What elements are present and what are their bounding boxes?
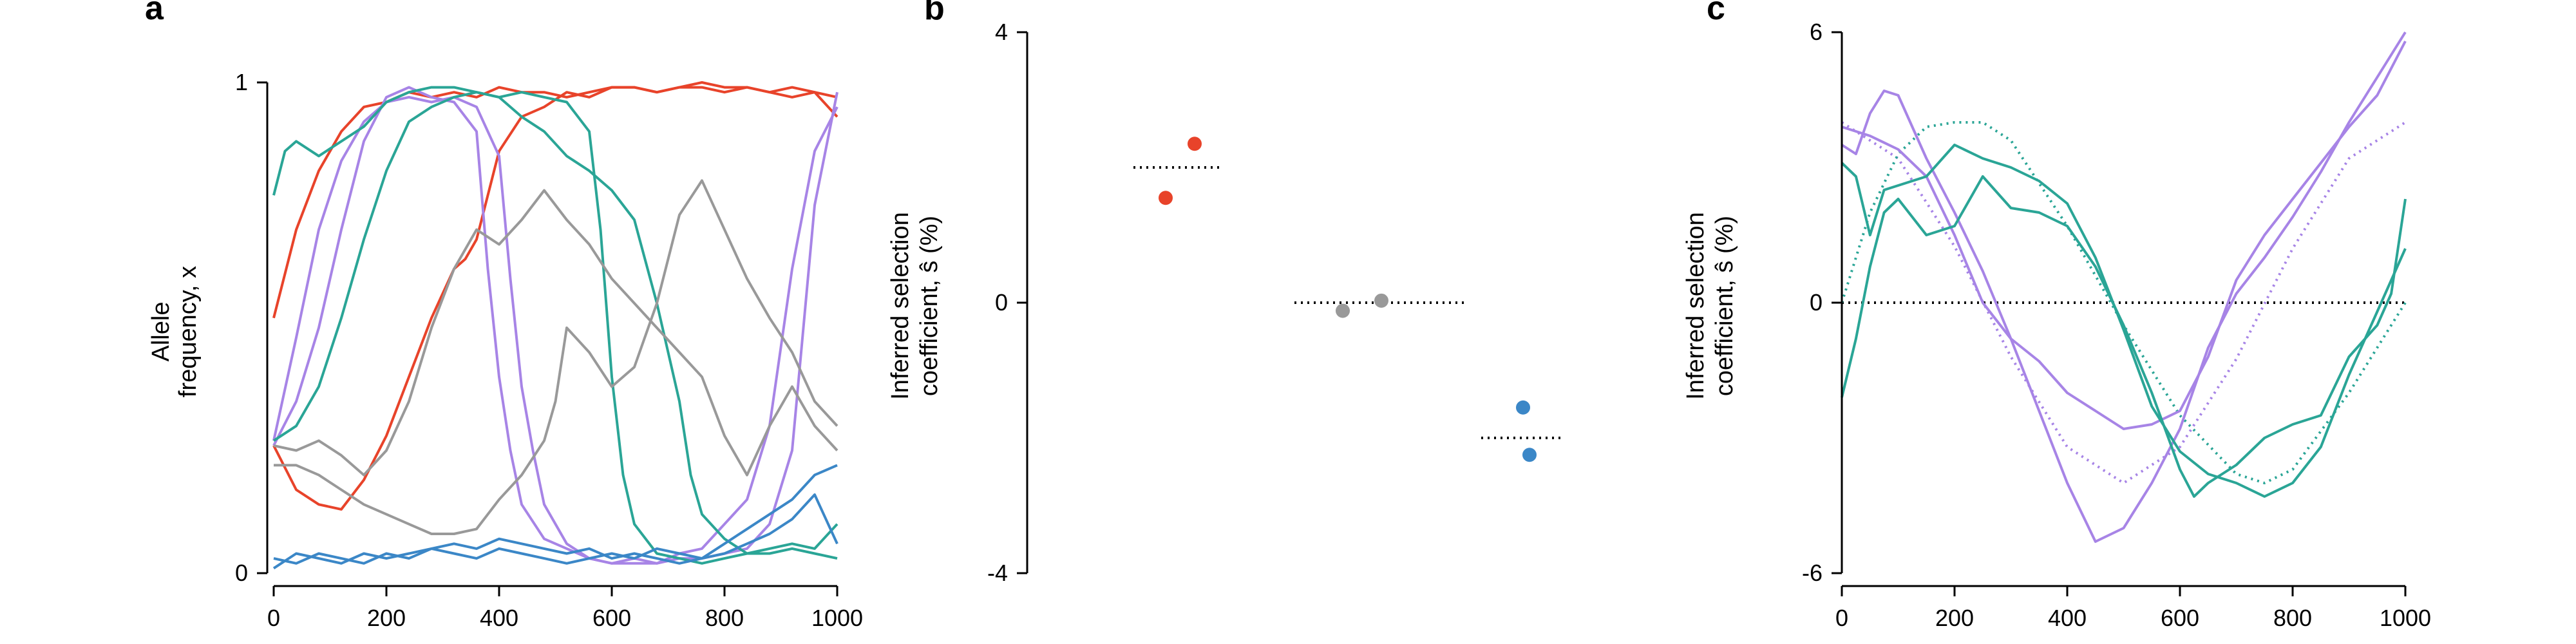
panel-a-series-line-6: [274, 179, 838, 535]
panel-a-series-line-2: [272, 86, 838, 565]
panel-a-series-line-7: [273, 189, 838, 477]
panel-c-xtick-label-2: 400: [2048, 605, 2087, 631]
panel-a-allele-frequency: Allele frequency, x 0 1 0 200 400 600 800 1000: [147, 69, 863, 631]
panel-b-point-2-0: [1516, 400, 1530, 415]
panel-a-series-line-0: [272, 86, 838, 319]
panel-b-point-1-1: [1374, 293, 1388, 308]
panel-c-ylabel-line1: Inferred selection: [1682, 212, 1709, 400]
panel-a-series-line-4: [272, 86, 838, 565]
panel-a-xtick-label-0: 0: [267, 605, 280, 631]
panel-c-ytick-label-2: 6: [1810, 19, 1823, 45]
panel-b-point-0-1: [1159, 191, 1173, 205]
panel-a-ytick-label-0: 0: [235, 560, 248, 586]
panel-b-point-2-1: [1522, 448, 1537, 462]
panel-b-letter: b: [924, 0, 945, 27]
panel-a-ytick-label-1: 1: [235, 69, 248, 95]
panel-a-ylabel-line1: Allele: [147, 302, 175, 362]
panel-c-xtick-label-5: 1000: [2380, 605, 2431, 631]
panel-c-xtick-label-1: 200: [1935, 605, 1974, 631]
panel-a-series-line-1: [272, 81, 838, 511]
panel-c-inferred-line-0: [1841, 31, 2407, 543]
panel-c-xtick-label-3: 600: [2161, 605, 2199, 631]
panel-b-ytick-label-0: -4: [987, 560, 1008, 586]
panel-b-ytick-label-1: 0: [995, 289, 1008, 316]
panel-c-inferred-line-1: [1841, 41, 2407, 430]
panel-c-inferred-line-3: [1841, 144, 2407, 498]
panel-c-inferred-line-2: [1841, 175, 2407, 498]
panel-a-xtick-label-1: 200: [367, 605, 406, 631]
panel-b-point-1-0: [1336, 303, 1350, 318]
panel-a-xtick-label-4: 800: [705, 605, 744, 631]
panel-c-ytick-label-0: -6: [1802, 560, 1823, 586]
panel-a-series-line-9: [273, 493, 838, 565]
panel-c-xtick-label-0: 0: [1835, 605, 1848, 631]
panel-b-ylabel-line2: coefficient, ŝ (%): [916, 216, 943, 396]
panel-a-series-line-5: [272, 91, 838, 560]
panel-a-xtick-label-3: 600: [592, 605, 631, 631]
panel-c-time-varying-selection: Inferred selection coefficient, ŝ (%) -6…: [1682, 19, 2431, 631]
panel-b-point-0-0: [1188, 137, 1202, 151]
panel-c-xtick-label-4: 800: [2273, 605, 2312, 631]
panel-b-selection-scatter: Inferred selection coefficient, ŝ (%) -4…: [887, 19, 1565, 586]
panel-c-ylabel-line2: coefficient, ŝ (%): [1711, 216, 1738, 396]
panel-a-letter: a: [145, 0, 164, 27]
panel-c-ytick-label-1: 0: [1810, 289, 1823, 316]
panel-b-ylabel-line1: Inferred selection: [887, 212, 914, 400]
panel-a-series-line-8: [272, 464, 838, 570]
panel-a-series-line-3: [272, 95, 838, 565]
panel-a-xtick-label-5: 1000: [811, 605, 863, 631]
panel-c-letter: c: [1707, 0, 1725, 27]
panel-c-true-curve-0: [1841, 121, 2407, 485]
panel-a-ylabel-line2: frequency, x: [175, 266, 202, 397]
panel-a-xtick-label-2: 400: [480, 605, 518, 631]
panel-b-ytick-label-2: 4: [995, 19, 1008, 45]
